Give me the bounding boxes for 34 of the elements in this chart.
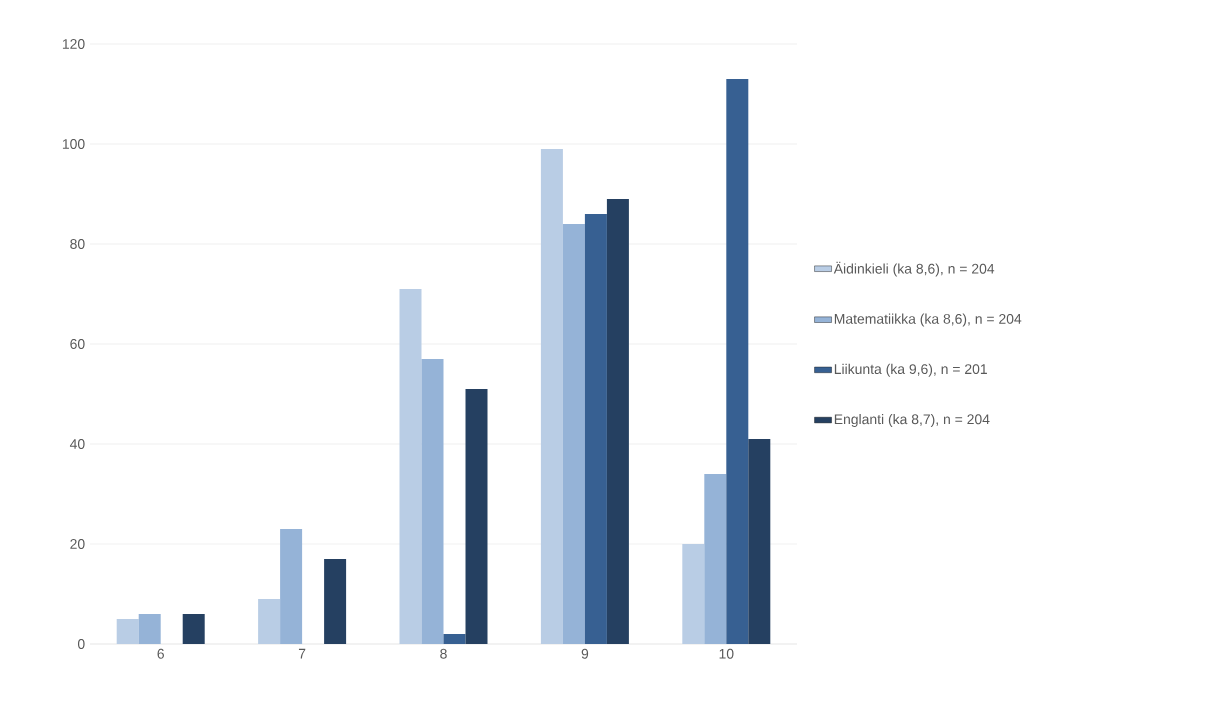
bar <box>748 439 771 644</box>
x-tick-label: 10 <box>719 648 734 659</box>
y-tick-label: 40 <box>69 439 85 449</box>
y-tick-label: 60 <box>70 339 85 349</box>
x-tick-label: 7 <box>298 648 306 659</box>
bar <box>116 619 139 644</box>
bar <box>182 614 205 644</box>
bar <box>465 389 488 644</box>
y-tick-label: 100 <box>62 139 85 149</box>
bar <box>726 78 749 644</box>
x-tick-label: 6 <box>157 648 164 659</box>
bar <box>280 529 303 644</box>
bar <box>540 149 563 644</box>
bar <box>399 289 422 644</box>
y-tick-label: 80 <box>70 239 85 249</box>
y-tick-label: 0 <box>77 639 85 649</box>
y-tick-label: 120 <box>62 39 85 49</box>
bar <box>606 199 629 644</box>
legend-label: Liikunta (ka 9,6), n = 201 <box>834 363 987 377</box>
legend-label: Englanti (ka 8,7), n = 204 <box>834 413 990 427</box>
x-tick-label: 9 <box>581 648 589 659</box>
bar <box>421 359 444 644</box>
bar <box>704 474 727 644</box>
bar <box>562 224 585 644</box>
bar <box>443 634 466 644</box>
x-tick-label: 8 <box>440 648 447 659</box>
bar <box>258 599 281 644</box>
bar <box>584 214 607 644</box>
y-tick-label: 20 <box>70 539 85 549</box>
legend-label: Matematiikka (ka 8,6), n = 204 <box>834 313 1022 327</box>
bar <box>138 614 161 644</box>
legend-label: Äidinkieli (ka 8,6), n = 204 <box>833 261 995 277</box>
bar <box>682 544 705 644</box>
bar <box>324 559 347 644</box>
